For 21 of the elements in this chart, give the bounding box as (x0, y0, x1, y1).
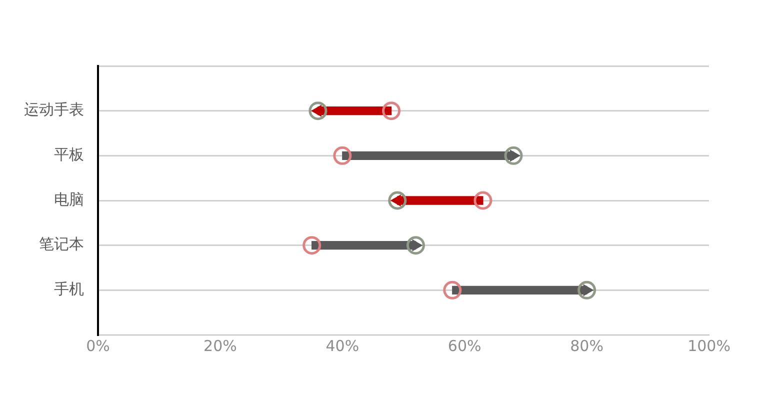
point (382, 102, 401, 120)
x-tick-label: 20% (204, 336, 237, 355)
point (578, 280, 596, 300)
x-tick-label: 60% (448, 336, 482, 355)
x-tick-label: 80% (570, 336, 604, 355)
x-tick-label: 0% (86, 336, 110, 355)
point (333, 146, 352, 165)
point (406, 236, 425, 255)
point (504, 146, 523, 165)
point (308, 102, 328, 120)
y-tick-label: 笔记本 (39, 235, 84, 254)
y-tick-label: 平板 (54, 146, 84, 164)
y-tick-label: 运动手表 (24, 100, 84, 119)
point (443, 280, 462, 300)
y-tick-label: 电脑 (54, 190, 84, 208)
x-tick-label: 40% (326, 336, 360, 355)
point (474, 191, 492, 210)
x-tick-label: 100% (688, 336, 730, 355)
point (388, 191, 407, 210)
y-tick-label: 手机 (54, 280, 84, 298)
point (302, 236, 322, 255)
